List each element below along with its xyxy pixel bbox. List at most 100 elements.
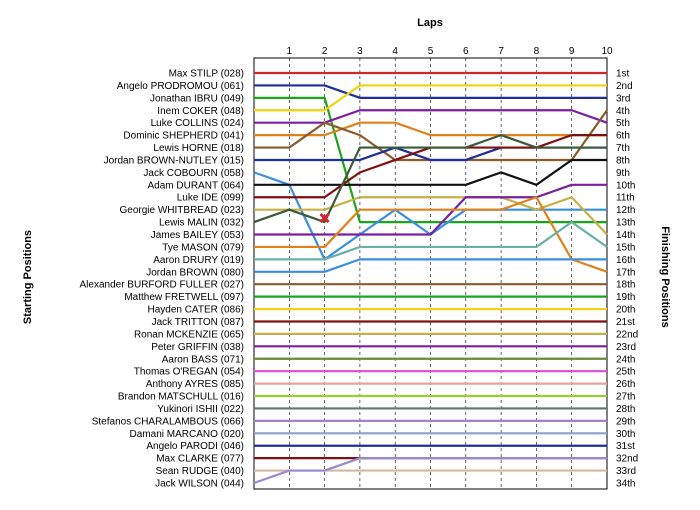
- start-position-label: Thomas O'REGAN (054): [134, 367, 244, 378]
- x-tick-label: 8: [534, 46, 540, 57]
- x-tick-label: 6: [463, 46, 469, 57]
- start-position-label: Angelo PARODI (046): [146, 441, 244, 452]
- finish-position-label: 34th: [616, 479, 635, 490]
- start-position-label: Max CLARKE (077): [156, 454, 244, 465]
- finish-position-label: 2nd: [616, 81, 633, 92]
- finish-position-label: 4th: [616, 106, 630, 117]
- start-position-label: Jordan BROWN (080): [146, 267, 244, 278]
- series-line: [253, 134, 607, 224]
- finish-position-label: 15th: [616, 242, 635, 253]
- start-position-label: Jonathan IBRU (049): [150, 93, 244, 104]
- finish-position-label: 17th: [616, 267, 635, 278]
- finish-position-label: 7th: [616, 143, 630, 154]
- start-position-label: Ronan MCKENZIE (065): [134, 329, 244, 340]
- finish-position-label: 6th: [616, 131, 630, 142]
- finish-position-label: 25th: [616, 367, 635, 378]
- start-position-label: Luke IDE (099): [177, 193, 244, 204]
- start-position-label: Tye MASON (079): [162, 242, 244, 253]
- finish-position-label: 21st: [616, 317, 635, 328]
- finish-position-label: 8th: [616, 155, 630, 166]
- finish-position-label: 26th: [616, 379, 635, 390]
- start-position-label: Luke COLLINS (024): [151, 118, 244, 129]
- finish-position-label: 18th: [616, 280, 635, 291]
- start-position-label: Brandon MATSCHULL (016): [118, 392, 244, 403]
- series-line: [254, 121, 607, 137]
- start-position-label: Adam DURANT (064): [147, 180, 244, 191]
- x-tick-label: 1: [287, 46, 293, 57]
- series-line: [254, 109, 608, 124]
- start-position-label: Lewis MALIN (032): [159, 218, 244, 229]
- finish-position-label: 19th: [616, 292, 635, 303]
- finish-position-label: 11th: [616, 193, 635, 204]
- marker-layer: [319, 213, 330, 224]
- start-position-label: Yukinori ISHII (022): [157, 404, 244, 415]
- start-position-label: Aaron DRURY (019): [153, 255, 244, 266]
- start-position-label: James BAILEY (053): [151, 230, 244, 241]
- finish-position-label: 14th: [616, 230, 635, 241]
- x-tick-label: 10: [601, 46, 613, 57]
- series-line: [254, 196, 608, 273]
- x-tick-layer: 1 2 3 4 5 6 7 8 9 10: [287, 46, 613, 57]
- x-tick-label: 2: [322, 46, 328, 57]
- series-line: [254, 196, 608, 236]
- finish-position-label: 30th: [616, 429, 635, 440]
- start-position-label: Alexander BURFORD FULLER (027): [80, 280, 245, 291]
- x-tick-label: 4: [392, 46, 398, 57]
- finish-position-label: 22nd: [616, 329, 638, 340]
- start-label-layer: Max STILP (028)Angelo PRODROMOU (061)Jon…: [80, 69, 245, 490]
- finish-position-label: 9th: [616, 168, 630, 179]
- start-position-label: Dominic SHEPHERD (041): [123, 131, 244, 142]
- start-position-label: Jack COBOURN (058): [143, 168, 244, 179]
- start-position-label: Jordan BROWN-NUTLEY (015): [104, 155, 244, 166]
- grid-layer: [253, 57, 608, 490]
- retirement-marker: [319, 213, 330, 224]
- series-line: [253, 457, 607, 485]
- finish-position-label: 27th: [616, 392, 635, 403]
- series-line: [254, 84, 607, 99]
- start-position-label: Jack WILSON (044): [155, 479, 244, 490]
- start-position-label: Stefanos CHARALAMBOUS (066): [92, 416, 244, 427]
- right-axis-title: Finishing Positions: [659, 226, 671, 327]
- finish-position-label: 16th: [616, 255, 635, 266]
- left-axis-title: Starting Positions: [22, 230, 34, 324]
- start-position-label: Damani MARCANO (020): [130, 429, 244, 440]
- series-line: [254, 84, 607, 112]
- finish-position-label: 28th: [616, 404, 635, 415]
- start-position-label: Matthew FRETWELL (097): [124, 292, 244, 303]
- finish-position-label: 1st: [616, 69, 630, 80]
- start-position-label: Sean RUDGE (040): [156, 466, 244, 477]
- start-position-label: Lewis HORNE (018): [153, 143, 244, 154]
- start-position-label: Georgie WHITBREAD (023): [120, 205, 244, 216]
- finish-position-label: 20th: [616, 305, 635, 316]
- start-position-label: Peter GRIFFIN (038): [151, 342, 244, 353]
- finish-position-label: 31st: [616, 441, 635, 452]
- start-position-label: Jack TRITTON (087): [152, 317, 244, 328]
- x-tick-label: 7: [498, 46, 504, 57]
- start-position-label: Inem COKER (048): [157, 106, 244, 117]
- start-position-label: Anthony AYRES (085): [146, 379, 244, 390]
- finish-position-label: 3rd: [616, 93, 630, 104]
- finish-position-label: 10th: [616, 180, 635, 191]
- series-layer: [253, 71, 608, 485]
- x-tick-label: 3: [357, 46, 363, 57]
- series-line: [254, 183, 607, 236]
- x-tick-label: 5: [428, 46, 434, 57]
- series-line: [254, 96, 607, 224]
- series-line: [254, 158, 607, 186]
- finish-position-label: 24th: [616, 354, 635, 365]
- x-tick-label: 9: [569, 46, 575, 57]
- x-axis-title: Laps: [417, 17, 443, 29]
- start-position-label: Max STILP (028): [169, 69, 244, 80]
- start-position-label: Hayden CATER (086): [147, 305, 244, 316]
- finish-position-label: 23rd: [616, 342, 636, 353]
- finish-position-label: 12th: [616, 205, 635, 216]
- start-position-label: Angelo PRODROMOU (061): [117, 81, 244, 92]
- finish-position-label: 33rd: [616, 466, 636, 477]
- finish-position-label: 29th: [616, 416, 635, 427]
- start-position-label: Aaron BASS (071): [162, 354, 244, 365]
- finish-position-label: 32nd: [616, 454, 638, 465]
- finish-position-label: 5th: [616, 118, 630, 129]
